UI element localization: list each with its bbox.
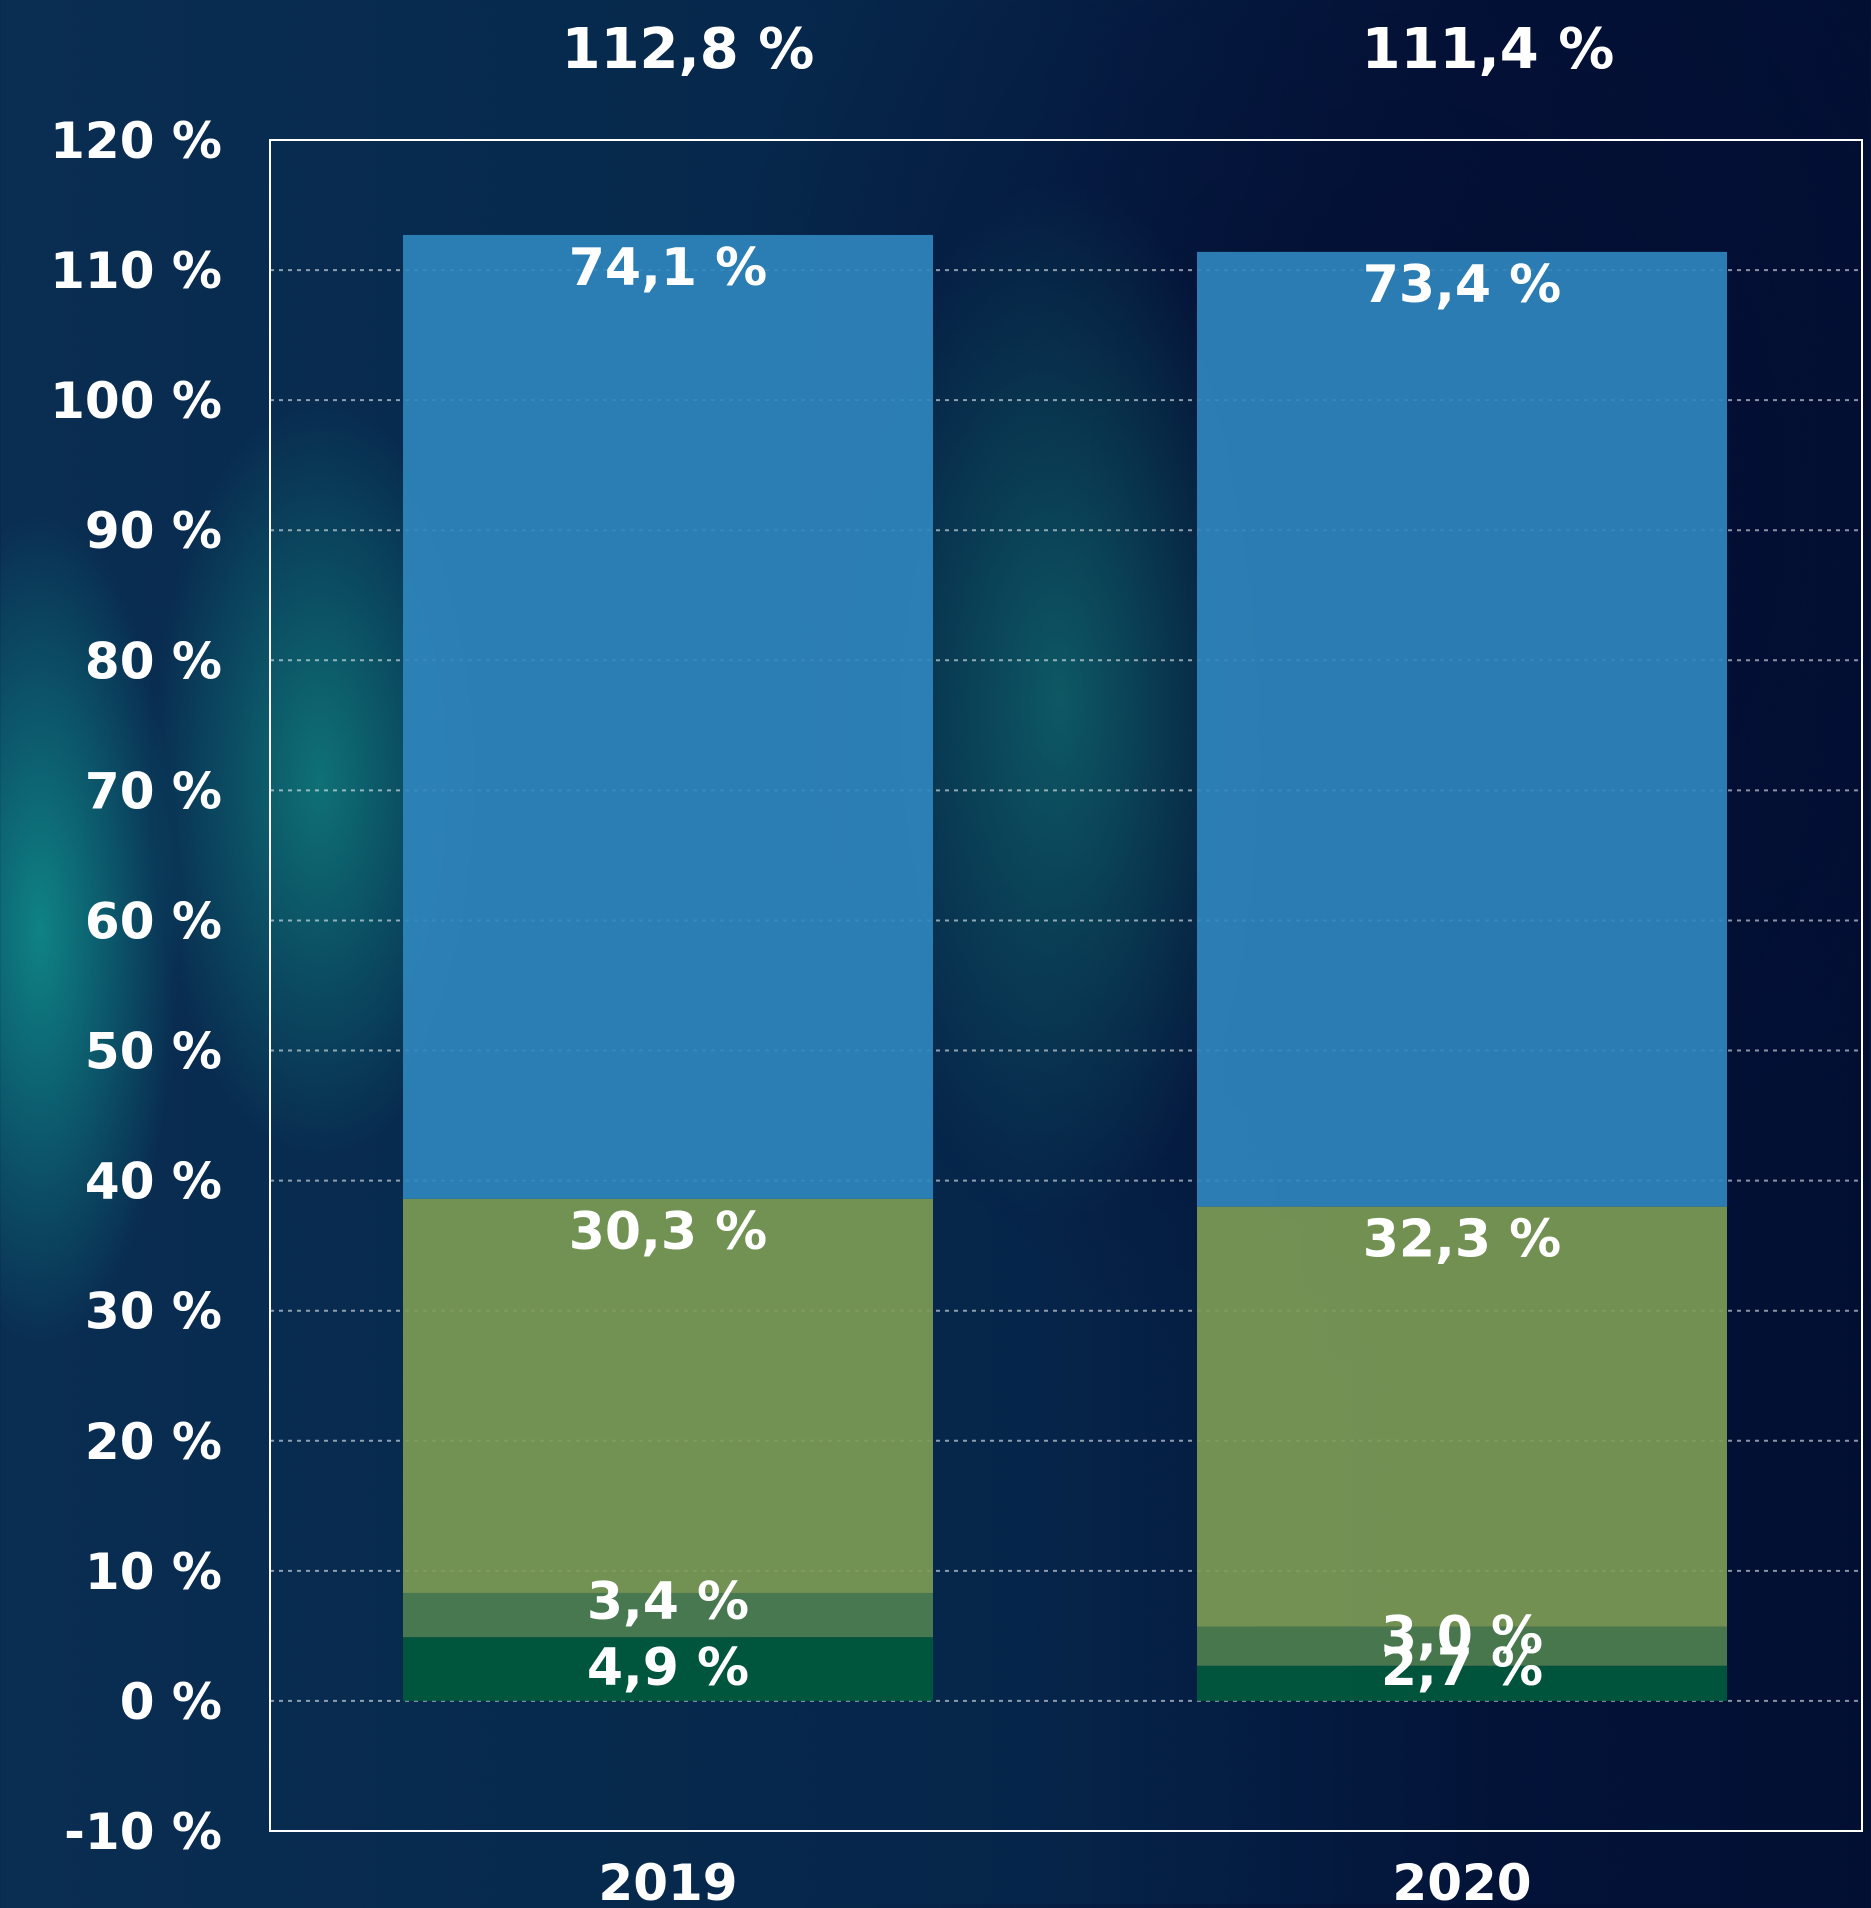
x-axis-tick-labels: 2019 2020 [598,1854,1531,1908]
y-tick-label: 120 % [50,112,222,170]
y-tick-label: 110 % [50,242,222,300]
bar-segment [403,1637,933,1701]
data-label: 4,9 % [587,1638,749,1698]
data-label: 3,0 % [1381,1606,1543,1666]
bar-segment [1197,251,1727,1207]
y-tick-label: 60 % [85,892,222,950]
y-tick-label: 80 % [85,632,222,690]
y-tick-label: 30 % [85,1283,222,1341]
total-labels: 112,8 % 111,4 % [562,17,1615,82]
y-tick-label: 40 % [85,1153,222,1211]
bars [403,234,1727,1701]
segment-data-labels: 4,9 %3,4 % 30,3 % 74,1 % 2,7 %3,0 % 32,3 % 73… [569,238,1562,1698]
data-label: 74,1 % [569,238,768,298]
bar-segment [403,1592,933,1638]
plot-frame [269,139,1863,1832]
x-tick-label: 2020 [1392,1854,1531,1904]
y-tick-label: 90 % [85,502,222,560]
bar-segment [403,234,933,1199]
data-label: 3,4 % [587,1572,749,1632]
bar-segment [1197,1665,1727,1701]
data-label: 30,3 % [569,1202,768,1262]
y-axis-tick-labels: -10 % 0 % 10 % 20 % 30 % 40 % 50 % 60 % 70 % 80 %… [50,112,222,1861]
y-tick-label: 100 % [50,372,222,430]
y-tick-label: 50 % [85,1023,222,1081]
bar-segment [1197,1626,1727,1666]
y-tick-label: 20 % [85,1413,222,1471]
y-tick-label: -10 % [64,1803,222,1861]
total-label: 112,8 % [562,17,815,82]
y-tick-label: 70 % [85,762,222,820]
data-label: 32,3 % [1363,1210,1562,1270]
x-tick-label: 2019 [598,1854,737,1904]
y-tick-label: 10 % [85,1543,222,1601]
bar-segment [1197,1206,1727,1627]
y-tick-label: 0 % [120,1673,222,1731]
data-label: 2,7 % [1381,1638,1543,1698]
data-label: 73,4 % [1363,255,1562,315]
bar-segment [403,1198,933,1593]
total-label: 111,4 % [1362,17,1615,82]
